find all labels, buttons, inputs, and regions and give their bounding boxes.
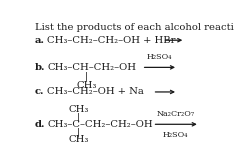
Text: H₂SO₄: H₂SO₄ <box>163 131 188 138</box>
Text: CH₃–CH₂–CH₂–OH + HBr: CH₃–CH₂–CH₂–OH + HBr <box>48 36 176 45</box>
Text: List the products of each alcohol reaction.: List the products of each alcohol reacti… <box>35 23 234 32</box>
Text: c.: c. <box>35 88 44 96</box>
Text: Na₂Cr₂O₇: Na₂Cr₂O₇ <box>157 110 195 118</box>
Text: CH₃: CH₃ <box>68 105 88 114</box>
Text: b.: b. <box>35 63 45 72</box>
Text: CH₃: CH₃ <box>68 135 88 144</box>
Text: |: | <box>85 72 88 81</box>
Text: |: | <box>77 127 80 137</box>
Text: CH₃–CH₂–OH + Na: CH₃–CH₂–OH + Na <box>48 88 144 96</box>
Text: CH₃: CH₃ <box>76 81 97 90</box>
Text: H₂SO₄: H₂SO₄ <box>146 53 172 61</box>
Text: a.: a. <box>35 36 45 45</box>
Text: d.: d. <box>35 120 45 129</box>
Text: CH₃–CH–CH₂–OH: CH₃–CH–CH₂–OH <box>48 63 136 72</box>
Text: CH₃–C–CH₂–CH₂–OH: CH₃–C–CH₂–CH₂–OH <box>48 120 153 129</box>
Text: |: | <box>77 112 80 121</box>
